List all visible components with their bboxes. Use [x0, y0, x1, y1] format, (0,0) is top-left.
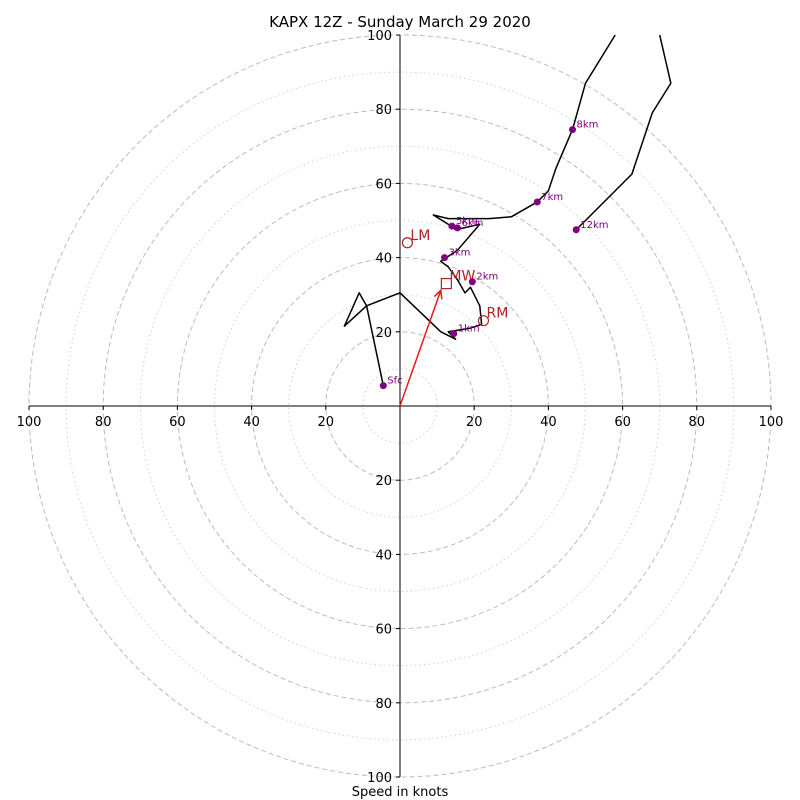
tick-marks: 100 80 60 40 20 20 40 60 80 100 20 40 60 80 100 20 40 60 8… — [17, 29, 784, 786]
height-label-3km: 3km — [449, 248, 471, 259]
x-tick-label: 100 — [17, 415, 42, 430]
mean-wind-label: MW — [449, 269, 475, 285]
height-marker-12km — [572, 226, 580, 234]
y-tick-label: 80 — [375, 697, 392, 712]
height-marker-2km — [468, 278, 476, 286]
y-tick-label: 20 — [375, 326, 392, 341]
storm-motion: MW LM RM — [399, 228, 508, 407]
height-label-12km: 12km — [580, 220, 608, 231]
height-marker-3km — [441, 254, 449, 262]
height-marker-1km — [450, 330, 458, 338]
height-label-1km: 1km — [458, 324, 480, 335]
chart-title: KAPX 12Z - Sunday March 29 2020 — [269, 13, 531, 31]
x-tick-label: 20 — [466, 415, 483, 430]
storm-vector-arrowhead — [433, 288, 443, 300]
mean-wind-marker — [440, 277, 452, 290]
height-label-6km: 6km — [462, 218, 484, 229]
x-tick-label: 40 — [540, 415, 557, 430]
left-mover-label: LM — [410, 228, 430, 244]
y-tick-label: 20 — [375, 474, 392, 489]
hodograph-traces — [343, 35, 672, 386]
height-label-sfc: Sfc — [387, 376, 402, 387]
x-axis-label: Speed in knots — [352, 785, 449, 800]
hodograph-upper-trace — [575, 35, 672, 231]
y-tick-label: 40 — [375, 548, 392, 563]
x-tick-label: 60 — [169, 415, 186, 430]
x-tick-label: 80 — [95, 415, 112, 430]
right-mover-label: RM — [486, 306, 508, 322]
left-mover-marker — [401, 237, 414, 249]
height-label-5km: 5km — [456, 216, 478, 227]
height-label-2km: 2km — [476, 272, 498, 283]
height-marker-sfc — [379, 382, 387, 390]
storm-vector — [399, 289, 442, 407]
x-tick-label: 100 — [759, 415, 784, 430]
height-marker-7km — [533, 198, 541, 206]
y-tick-label: 100 — [367, 771, 392, 786]
height-marker-6km — [454, 224, 462, 232]
x-tick-label: 60 — [614, 415, 631, 430]
height-marker-8km — [569, 126, 577, 134]
height-label-8km: 8km — [577, 120, 599, 131]
x-tick-label: 40 — [243, 415, 260, 430]
y-tick-label: 100 — [367, 29, 392, 44]
height-label-7km: 7km — [541, 192, 563, 203]
y-tick-label: 80 — [375, 103, 392, 118]
y-tick-label: 60 — [375, 177, 392, 192]
y-tick-label: 40 — [375, 252, 392, 267]
right-mover-marker — [477, 315, 490, 327]
y-tick-label: 60 — [375, 623, 392, 638]
x-tick-label: 20 — [318, 415, 335, 430]
x-tick-label: 80 — [689, 415, 706, 430]
